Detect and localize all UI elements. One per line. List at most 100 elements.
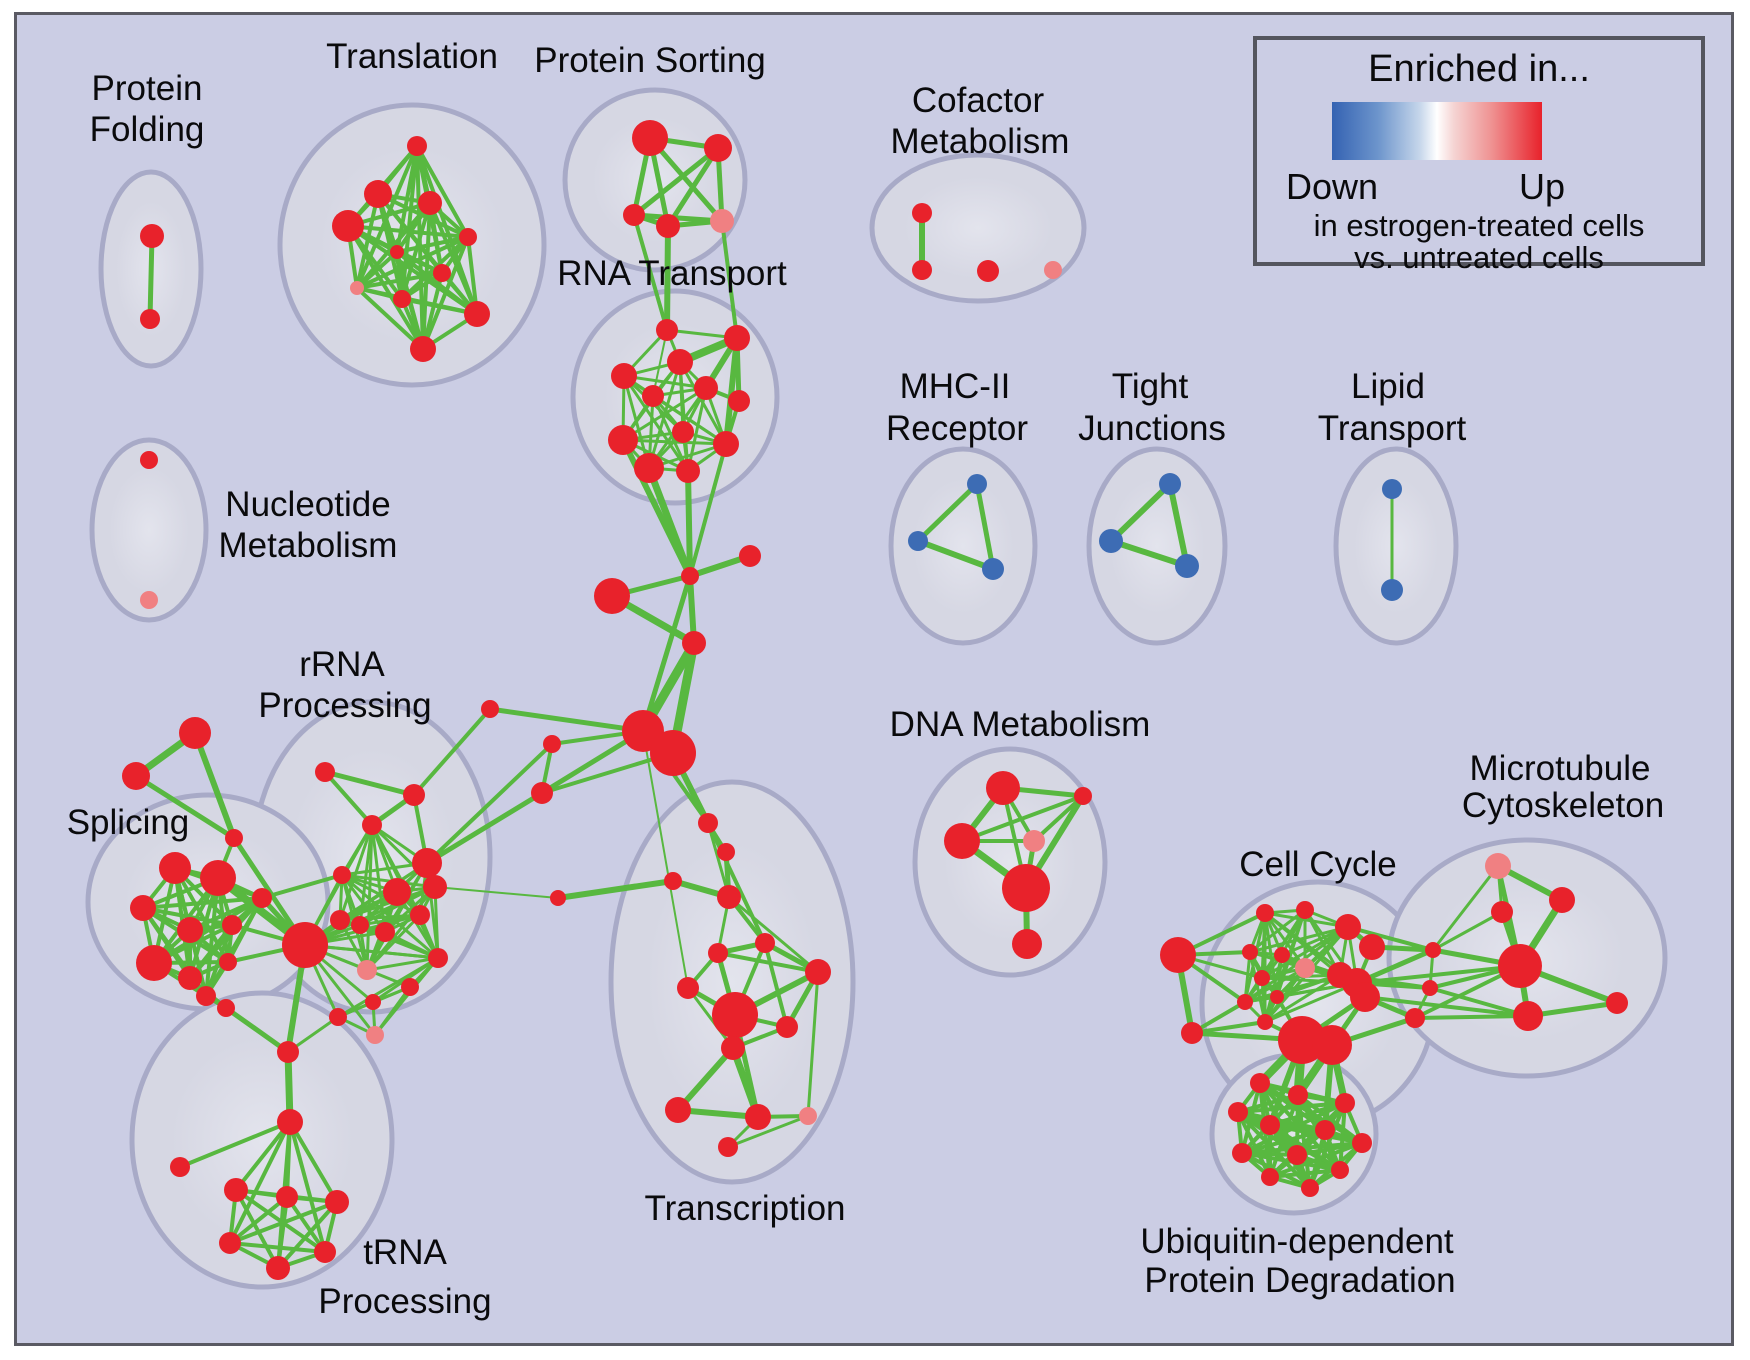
network-node-ub8	[1352, 1133, 1372, 1153]
network-node-tr8	[350, 281, 364, 295]
network-edge	[664, 223, 671, 333]
network-node-dm1	[986, 771, 1020, 805]
network-edge	[234, 1188, 280, 1270]
network-node-mt2	[1549, 887, 1575, 913]
legend-caption-line1: in estrogen-treated cells	[1313, 208, 1645, 243]
mhc-ii-receptor-ellipse	[888, 446, 1038, 646]
network-edge	[1355, 964, 1522, 985]
network-edge	[1431, 864, 1500, 952]
network-node-tc7	[721, 1036, 745, 1060]
network-edge	[1190, 1020, 1267, 1035]
network-node-rr6	[383, 878, 411, 906]
network-edge	[632, 213, 669, 332]
network-edge	[806, 970, 820, 1118]
network-node-mt4	[1498, 944, 1542, 988]
network-node-tn1	[224, 1178, 248, 1202]
network-node-lt2	[1381, 579, 1403, 601]
network-edge	[675, 1045, 736, 1113]
network-node-tr7	[433, 264, 451, 282]
network-node-tc11	[718, 1137, 738, 1157]
network-node-tn5	[266, 1256, 290, 1280]
network-node-tr1	[407, 136, 427, 156]
network-node-sp7	[136, 945, 172, 981]
network-node-tc3	[677, 977, 699, 999]
network-node-rt3	[667, 349, 693, 375]
network-edge	[1263, 981, 1359, 1024]
network-edge	[355, 250, 399, 290]
network-edge	[234, 1188, 327, 1254]
network-edge	[1167, 481, 1190, 569]
network-edge	[960, 794, 1085, 843]
network-node-tn6	[314, 1241, 336, 1263]
ubiquitin-dependent-protein-degradation-label-line2: Protein Degradation	[1144, 1261, 1455, 1300]
network-edge	[228, 1200, 339, 1245]
network-node-mh1	[967, 474, 987, 494]
network-edge	[421, 235, 470, 351]
legend-caption-line2: vs. untreated cells	[1354, 240, 1604, 275]
network-edge	[355, 286, 425, 351]
network-node-tc6	[776, 1016, 798, 1038]
network-edge	[355, 201, 432, 290]
network-node-ub4	[1228, 1102, 1248, 1122]
network-node-ls1	[543, 735, 561, 753]
network-edge	[727, 895, 820, 974]
network-edge	[1032, 794, 1085, 843]
network-edge	[1243, 973, 1342, 1004]
network-edge	[346, 224, 425, 351]
network-node-sp4	[252, 888, 272, 908]
network-node-rr3	[362, 815, 382, 835]
network-node-nm1	[140, 451, 158, 469]
network-node-ps4	[656, 214, 680, 238]
network-node-br1	[1425, 942, 1441, 958]
network-node-cc5	[1335, 914, 1361, 940]
network-node-ct1	[217, 999, 235, 1017]
network-edge	[915, 481, 980, 544]
network-node-td1	[698, 813, 718, 833]
legend-down-label: Down	[1285, 166, 1379, 207]
network-node-tj1	[1159, 473, 1181, 495]
network-node-cc7	[1242, 944, 1258, 960]
network-edge	[1248, 925, 1350, 954]
network-node-tj3	[1175, 554, 1199, 578]
network-edge	[763, 941, 789, 1029]
network-node-tr5	[459, 228, 477, 246]
rrna-processing-label-line1: rRNA	[299, 645, 385, 684]
network-node-br3	[1405, 1008, 1425, 1028]
network-node-ls3	[481, 700, 499, 718]
network-edge	[228, 1241, 327, 1254]
trna-processing-ellipse	[129, 990, 395, 1290]
network-node-cc11	[1254, 970, 1270, 986]
network-node-cc18	[1312, 1025, 1352, 1065]
network-node-rt8	[672, 421, 694, 443]
network-node-pf2	[140, 309, 160, 329]
microtubule-cytoskeleton-label-line2: Cytoskeleton	[1462, 786, 1664, 825]
network-edge	[234, 1120, 292, 1192]
network-node-tj2	[1099, 529, 1123, 553]
network-node-rr7	[423, 875, 447, 899]
network-edge	[487, 706, 646, 734]
network-edge	[288, 1120, 327, 1254]
nucleotide-metabolism-label-line1: Nucleotide	[225, 485, 390, 524]
network-node-cf2	[912, 260, 932, 280]
network-node-cc1	[1160, 937, 1196, 973]
cell-cycle-label-line1: Cell Cycle	[1239, 845, 1397, 884]
network-edge	[706, 821, 731, 899]
network-node-mt6	[1606, 992, 1628, 1014]
network-node-tc8	[665, 1097, 691, 1123]
network-node-cc12	[1270, 990, 1284, 1004]
network-node-td2	[717, 843, 735, 861]
network-node-rr10	[375, 922, 395, 942]
network-edge	[1108, 481, 1173, 544]
network-node-cc2	[1181, 1022, 1203, 1044]
nucleotide-metabolism-label-line2: Metabolism	[219, 526, 398, 565]
network-node-tr10	[464, 301, 490, 327]
network-node-tr11	[410, 336, 436, 362]
legend-up-label: Up	[1518, 166, 1566, 207]
network-node-dm6	[1012, 929, 1042, 959]
network-edge	[686, 386, 708, 473]
network-edge	[631, 145, 721, 218]
network-node-rrH	[282, 922, 328, 968]
network-edge	[285, 1195, 327, 1254]
rna-transport-label-line1: RNA Transport	[557, 254, 787, 293]
